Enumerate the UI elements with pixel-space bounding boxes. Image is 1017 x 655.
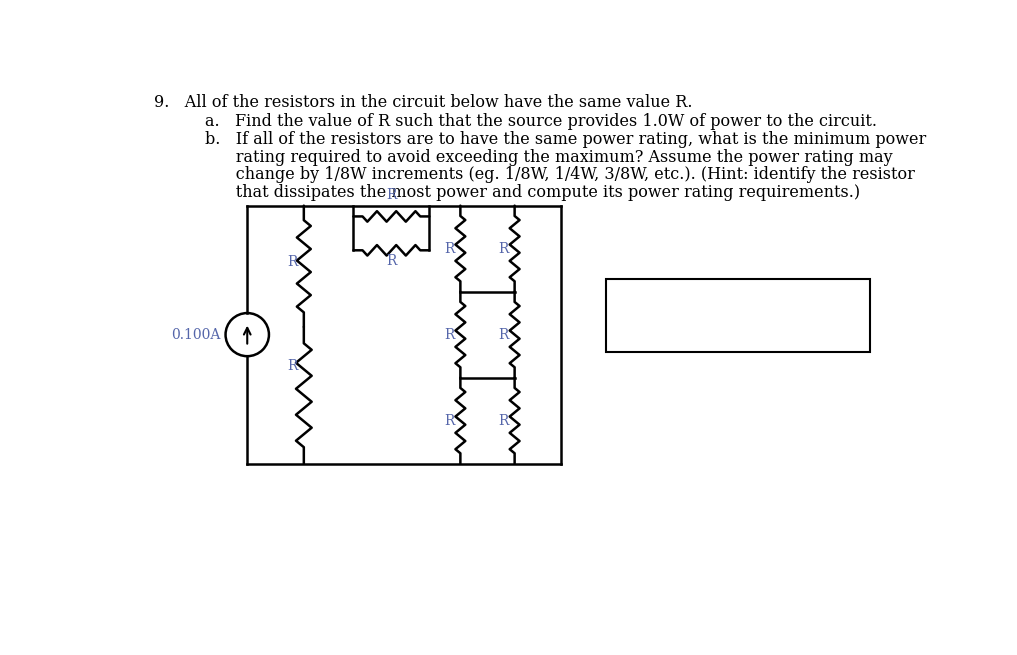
Text: 9.   All of the resistors in the circuit below have the same value R.: 9. All of the resistors in the circuit b… (155, 94, 693, 111)
Text: R: R (498, 413, 508, 428)
Text: change by 1/8W increments (eg. 1/8W, 1/4W, 3/8W, etc.). (Hint: identify the resi: change by 1/8W increments (eg. 1/8W, 1/4… (204, 166, 914, 183)
Text: R: R (443, 242, 455, 255)
Text: R: R (386, 188, 397, 202)
Text: R: R (498, 328, 508, 342)
Text: 0.100A: 0.100A (171, 328, 220, 342)
Text: R: R (287, 358, 298, 373)
Bar (606, 279, 870, 352)
Text: R: R (443, 328, 455, 342)
Text: a.   Find the value of R such that the source provides 1.0W of power to the circ: a. Find the value of R such that the sou… (204, 113, 877, 130)
Text: rating required to avoid exceeding the maximum? Assume the power rating may: rating required to avoid exceeding the m… (204, 149, 892, 166)
Text: a.   R = 0.100 kΩ: a. R = 0.100 kΩ (620, 293, 765, 310)
Text: that dissipates the most power and compute its power rating requirements.): that dissipates the most power and compu… (204, 184, 859, 201)
Text: b.   If all of the resistors are to have the same power rating, what is the mini: b. If all of the resistors are to have t… (204, 131, 925, 148)
Text: R: R (386, 254, 397, 268)
Text: R: R (498, 242, 508, 255)
Text: b.   Min power rating = ¼ W: b. Min power rating = ¼ W (620, 317, 861, 334)
Text: R: R (287, 255, 298, 269)
Text: R: R (443, 413, 455, 428)
